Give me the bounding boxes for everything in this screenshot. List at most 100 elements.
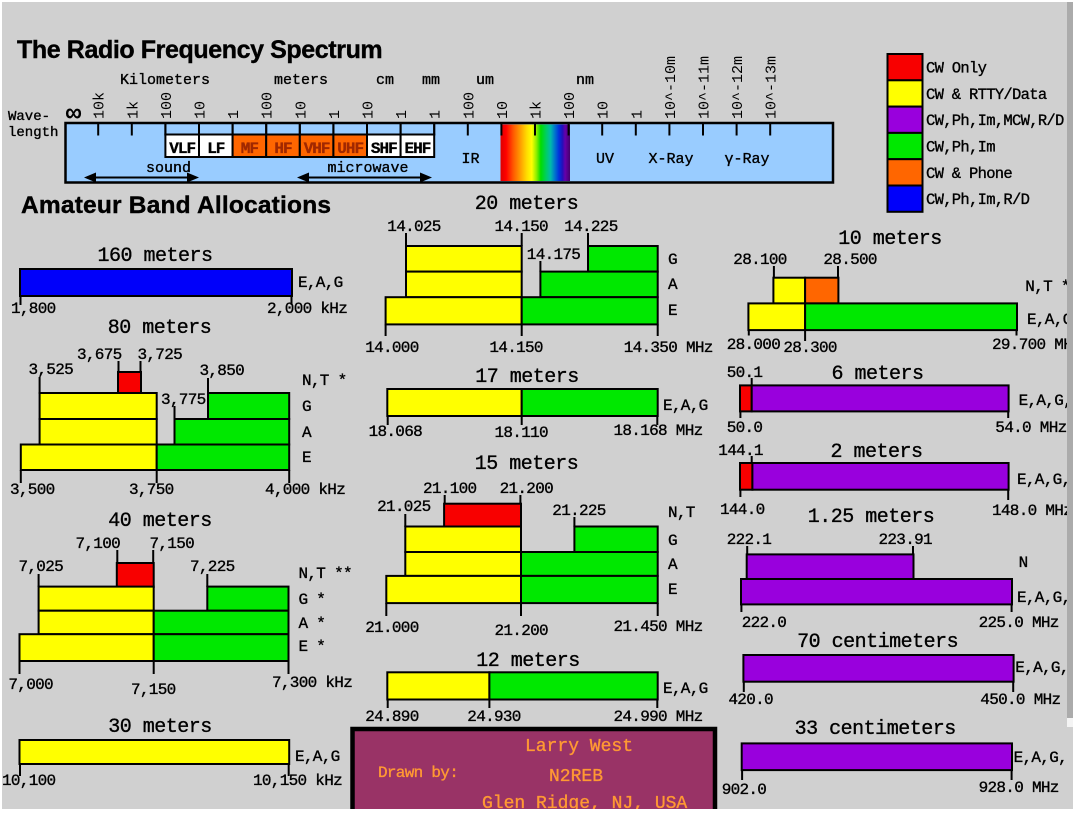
svg-text:3,675: 3,675 <box>77 346 122 364</box>
svg-text:21.100: 21.100 <box>423 480 477 498</box>
svg-text:160 meters: 160 meters <box>97 245 212 268</box>
svg-text:X-Ray: X-Ray <box>648 151 693 168</box>
svg-text:10: 10 <box>193 101 210 119</box>
svg-text:A *: A * <box>299 615 326 633</box>
svg-text:G: G <box>668 251 677 269</box>
svg-text:222.1: 222.1 <box>727 531 772 549</box>
svg-text:10^-13m: 10^-13m <box>764 56 781 119</box>
svg-text:100: 100 <box>562 92 579 119</box>
svg-text:10k: 10k <box>92 92 109 119</box>
svg-text:10^-11m: 10^-11m <box>697 56 714 119</box>
svg-text:14.150: 14.150 <box>489 339 543 357</box>
svg-text:3,850: 3,850 <box>200 362 245 380</box>
svg-text:10: 10 <box>293 101 310 119</box>
svg-text:40 meters: 40 meters <box>108 510 212 533</box>
svg-text:420.0: 420.0 <box>728 691 773 709</box>
svg-text:4,000 kHz: 4,000 kHz <box>265 481 345 499</box>
svg-text:1.25 meters: 1.25 meters <box>808 506 935 529</box>
svg-text:Kilometers: Kilometers <box>120 72 210 89</box>
svg-text:CW & RTTY/Data: CW & RTTY/Data <box>926 86 1047 104</box>
svg-text:10: 10 <box>596 101 613 119</box>
svg-text:222.0: 222.0 <box>742 614 787 632</box>
svg-text:3,500: 3,500 <box>10 481 55 499</box>
svg-text:The Radio Frequency Spectrum: The Radio Frequency Spectrum <box>17 36 382 64</box>
svg-text:7,025: 7,025 <box>19 558 64 576</box>
svg-text:CW & Phone: CW & Phone <box>926 165 1012 183</box>
svg-text:14.025: 14.025 <box>387 218 441 236</box>
svg-text:1: 1 <box>226 110 243 119</box>
svg-text:HF: HF <box>274 140 292 158</box>
svg-text:Wave-: Wave- <box>8 109 50 125</box>
svg-text:A: A <box>668 276 678 294</box>
svg-text:E: E <box>302 449 311 467</box>
svg-text:meters: meters <box>274 72 328 89</box>
svg-text:MF: MF <box>241 140 259 158</box>
svg-text:902.0: 902.0 <box>722 781 767 799</box>
svg-text:∞: ∞ <box>66 99 82 129</box>
svg-text:N,T *: N,T * <box>1025 278 1070 296</box>
svg-text:1k: 1k <box>125 101 142 119</box>
svg-text:E *: E * <box>299 638 326 656</box>
svg-text:28.500: 28.500 <box>823 251 877 269</box>
svg-text:1: 1 <box>428 110 445 119</box>
svg-text:14.350 MHz: 14.350 MHz <box>624 339 713 357</box>
svg-text:17 meters: 17 meters <box>475 366 579 389</box>
svg-text:50.0: 50.0 <box>727 419 763 437</box>
svg-text:nm: nm <box>576 72 594 89</box>
svg-text:mm: mm <box>422 72 440 89</box>
svg-text:10,100: 10,100 <box>2 772 56 790</box>
svg-text:N,T *: N,T * <box>302 372 347 390</box>
svg-text:2 meters: 2 meters <box>830 441 922 464</box>
svg-text:223.91: 223.91 <box>879 531 933 549</box>
svg-text:50.1: 50.1 <box>727 364 763 382</box>
svg-text:10: 10 <box>495 101 512 119</box>
svg-text:E,A,G: E,A,G <box>298 274 343 292</box>
svg-text:CW,Ph,Im: CW,Ph,Im <box>926 139 995 157</box>
svg-text:10,150 kHz: 10,150 kHz <box>253 772 342 790</box>
svg-text:928.0 MHz: 928.0 MHz <box>979 779 1059 797</box>
svg-text:20 meters: 20 meters <box>475 193 579 216</box>
svg-text:450.0 MHz: 450.0 MHz <box>980 691 1060 709</box>
svg-text:14.175: 14.175 <box>527 246 581 264</box>
svg-text:29.700 MHz: 29.700 MHz <box>992 336 1073 354</box>
svg-text:144.1: 144.1 <box>718 442 763 460</box>
svg-text:length: length <box>8 125 58 141</box>
svg-text:24.990 MHz: 24.990 MHz <box>614 708 703 726</box>
svg-text:um: um <box>476 72 494 89</box>
svg-text:1: 1 <box>327 110 344 119</box>
svg-text:14.000: 14.000 <box>365 339 419 357</box>
svg-text:N: N <box>1019 554 1028 572</box>
svg-text:225.0 MHz: 225.0 MHz <box>979 614 1059 632</box>
svg-text:54.0 MHz: 54.0 MHz <box>995 419 1066 437</box>
svg-text:28.300: 28.300 <box>783 339 837 357</box>
svg-text:144.0: 144.0 <box>720 501 765 519</box>
svg-text:148.0 MHz: 148.0 MHz <box>992 502 1072 520</box>
svg-text:18.068: 18.068 <box>369 423 423 441</box>
svg-text:SHF: SHF <box>371 140 397 158</box>
svg-text:E,A,G: E,A,G <box>663 397 708 415</box>
svg-text:E,A,G: E,A,G <box>1027 311 1072 329</box>
svg-text:3,725: 3,725 <box>138 346 183 364</box>
svg-text:E,A,G,T: E,A,G,T <box>1017 589 1073 607</box>
svg-text:CW,Ph,Im,MCW,R/D: CW,Ph,Im,MCW,R/D <box>926 112 1064 130</box>
svg-text:γ-Ray: γ-Ray <box>724 151 769 168</box>
svg-text:7,150: 7,150 <box>150 535 195 553</box>
svg-text:3,525: 3,525 <box>29 361 74 379</box>
svg-text:7,100: 7,100 <box>76 535 121 553</box>
svg-text:LF: LF <box>207 140 225 158</box>
svg-text:10^-12m: 10^-12m <box>730 56 747 119</box>
svg-text:21.225: 21.225 <box>552 502 606 520</box>
svg-text:1: 1 <box>629 110 646 119</box>
svg-text:UHF: UHF <box>337 140 363 158</box>
svg-text:21.025: 21.025 <box>377 498 431 516</box>
svg-text:21.000: 21.000 <box>365 619 419 637</box>
svg-text:28.100: 28.100 <box>733 251 787 269</box>
svg-text:E: E <box>668 302 677 320</box>
svg-text:EHF: EHF <box>404 140 430 158</box>
svg-text:G: G <box>668 532 677 550</box>
svg-text:A: A <box>668 556 678 574</box>
svg-text:CW,Ph,Im,R/D: CW,Ph,Im,R/D <box>926 191 1030 209</box>
svg-text:10^-10m: 10^-10m <box>663 56 680 119</box>
svg-text:A: A <box>302 424 312 442</box>
svg-text:70 centimeters: 70 centimeters <box>797 631 958 654</box>
